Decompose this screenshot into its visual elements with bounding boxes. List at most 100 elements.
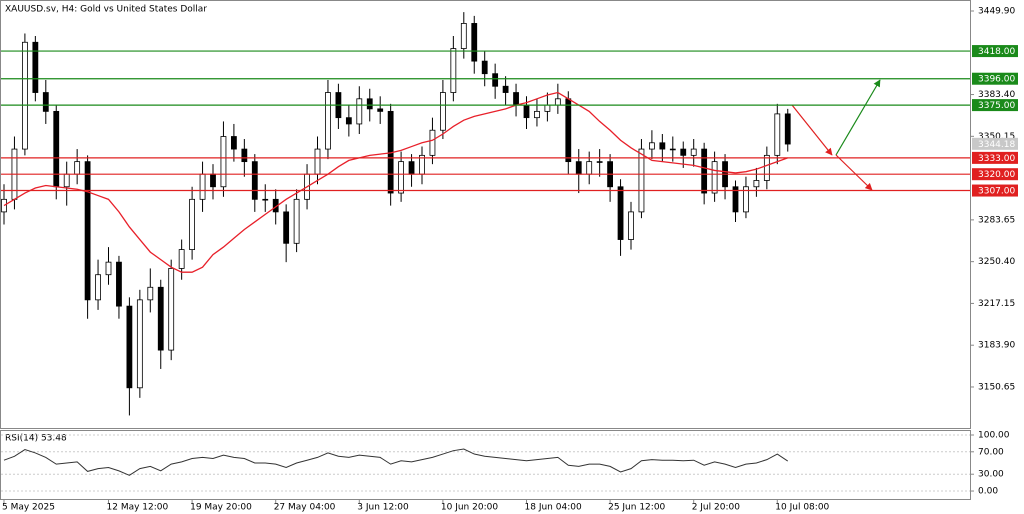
candle-body	[116, 261, 122, 307]
x-tick-label: 18 Jun 04:00	[525, 503, 582, 513]
rsi-line	[3, 448, 789, 476]
candle-body	[586, 161, 593, 175]
candle-body	[753, 180, 760, 188]
candle-body	[84, 161, 91, 301]
candle-body	[596, 161, 603, 163]
candle-body	[283, 211, 290, 244]
candle-body	[168, 268, 175, 351]
level-label: 3333.00	[978, 154, 1015, 164]
level-label-box	[972, 151, 1018, 164]
candle-body	[157, 286, 164, 351]
y-tick-label: 0.00	[978, 487, 998, 497]
candle-body	[126, 305, 133, 389]
candle-body	[408, 161, 415, 175]
level-label: 3418.00	[978, 47, 1015, 57]
candle-body	[210, 173, 216, 188]
candle-body	[471, 23, 478, 62]
candle-body	[649, 142, 655, 150]
candle-body	[314, 148, 321, 175]
x-tick-label: 3 Jun 12:00	[357, 503, 409, 513]
candle-body	[293, 198, 300, 244]
level-label-box	[972, 72, 1018, 85]
candle-body	[42, 92, 49, 112]
moving-average	[3, 91, 788, 273]
candle-body	[241, 148, 248, 163]
candle-body	[732, 186, 739, 213]
candle-body	[743, 186, 749, 213]
forecast-arrow	[791, 104, 833, 156]
candle-body	[774, 113, 781, 156]
y-tick-label: 30.00	[978, 470, 1004, 480]
level-label: 3375.00	[978, 101, 1015, 111]
candle-body	[345, 117, 352, 125]
y-tick-label: 70.00	[978, 447, 1004, 457]
candle-body	[680, 148, 687, 156]
candle-body	[32, 41, 39, 93]
candle-body	[575, 161, 582, 175]
candle-body	[147, 286, 154, 301]
candle-body	[784, 113, 791, 145]
candle-body	[366, 98, 373, 110]
candle-body	[220, 136, 227, 188]
x-tick-label: 19 May 20:00	[190, 503, 252, 513]
x-tick-label: 10 Jul 08:00	[775, 503, 829, 513]
candle-body	[544, 104, 551, 112]
candle-body	[398, 161, 405, 194]
y-tick-label: 3150.65	[978, 382, 1015, 392]
last-price-box	[972, 137, 1018, 150]
candle-body	[534, 110, 540, 119]
x-tick-label: 2 Jul 20:00	[692, 503, 741, 513]
candle-body	[356, 98, 363, 125]
candle-body	[21, 41, 28, 150]
forecast-arrow	[835, 79, 881, 156]
candle-body	[701, 148, 708, 194]
candle-body	[669, 148, 676, 151]
candle-body	[189, 198, 196, 250]
candle-body	[628, 211, 634, 240]
candle-body	[690, 148, 697, 156]
candle-body	[523, 104, 530, 119]
chart-title: XAUUSD.sv, H4: Gold vs United States Dol…	[5, 5, 207, 15]
candle-body	[481, 60, 488, 75]
candle-body	[450, 48, 457, 93]
candle-body	[439, 92, 446, 131]
candle-body	[105, 261, 112, 276]
y-tick-label: 3217.15	[978, 299, 1015, 309]
candle-body	[460, 23, 467, 49]
candle-body	[262, 198, 269, 201]
y-tick-label: 3383.40	[978, 90, 1015, 100]
candle-body	[711, 161, 718, 194]
x-tick-label: 25 Jun 12:00	[608, 503, 665, 513]
candle-body	[492, 73, 499, 87]
y-tick-label: 3250.40	[978, 257, 1015, 267]
y-tick-label: 3350.15	[978, 132, 1015, 142]
candle-body	[763, 154, 770, 181]
candle-body	[136, 299, 143, 389]
candle-body	[74, 161, 81, 175]
candle-body	[377, 108, 384, 112]
x-tick-label: 10 Jun 20:00	[441, 503, 498, 513]
candle-body	[325, 92, 331, 150]
candle-body	[53, 110, 60, 188]
y-tick-label: 3449.90	[978, 6, 1015, 16]
candle-body	[429, 129, 436, 156]
candle-body	[199, 173, 206, 200]
main-frame	[0, 0, 971, 429]
candle-body	[251, 161, 258, 200]
level-label-box	[972, 184, 1018, 197]
y-tick-label: 3283.65	[978, 215, 1015, 225]
candle-body	[617, 186, 624, 240]
forecast-arrow	[835, 154, 873, 191]
level-label-box	[972, 168, 1018, 181]
candle-body	[659, 142, 666, 150]
candle-body	[554, 98, 561, 106]
last-price-label: 3344.18	[978, 140, 1015, 150]
candle-body	[565, 98, 572, 163]
candle-body	[95, 274, 101, 301]
x-tick-label: 5 May 2025	[2, 503, 55, 513]
candle-body	[513, 92, 519, 106]
x-tick-label: 12 May 12:00	[107, 503, 169, 513]
level-label: 3307.00	[978, 187, 1015, 197]
x-tick-label: 27 May 04:00	[274, 503, 336, 513]
